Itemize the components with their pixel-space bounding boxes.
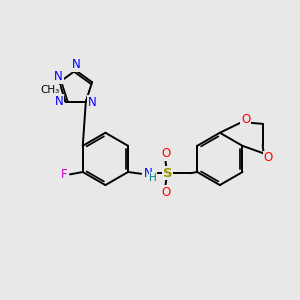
Text: S: S (163, 167, 173, 180)
Text: N: N (55, 95, 63, 108)
Text: N: N (88, 96, 97, 109)
Text: N: N (72, 58, 81, 71)
Text: N: N (144, 167, 152, 180)
Text: O: O (241, 113, 250, 126)
Text: N: N (54, 70, 63, 83)
Text: O: O (161, 186, 170, 199)
Text: O: O (264, 151, 273, 164)
Text: H: H (149, 173, 157, 183)
Text: CH₃: CH₃ (40, 85, 60, 95)
Text: F: F (61, 169, 68, 182)
Text: O: O (161, 147, 170, 161)
